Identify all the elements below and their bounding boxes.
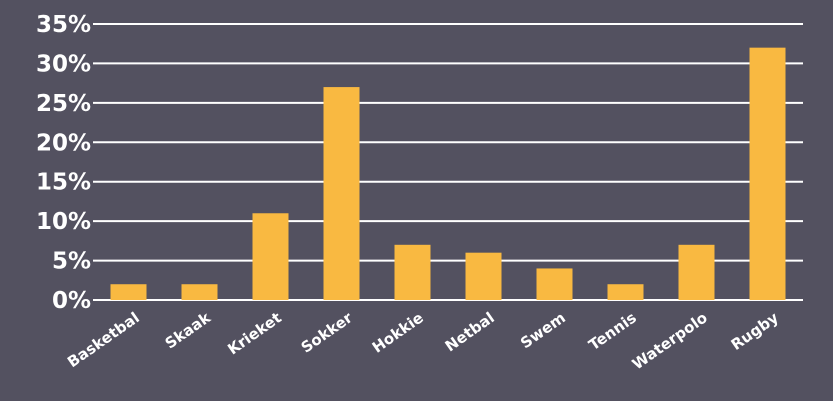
y-tick-label: 25% xyxy=(36,91,91,117)
bar-basketbal xyxy=(110,284,147,300)
y-tick-label: 30% xyxy=(36,51,91,77)
bar-tennis xyxy=(607,284,644,300)
x-category-label: Sokker xyxy=(298,308,357,356)
x-category-label: Hokkie xyxy=(369,309,427,357)
bars xyxy=(110,47,786,301)
x-category-label: Skaak xyxy=(162,308,215,353)
x-category-label: Rugby xyxy=(728,308,782,354)
bar-sokker xyxy=(323,87,360,300)
x-category-label: Waterpolo xyxy=(629,309,711,374)
bar-krieket xyxy=(252,213,289,300)
x-category-label: Tennis xyxy=(585,308,639,354)
x-category-label: Netbal xyxy=(442,309,498,356)
y-axis-tick-labels: 0% 5% 10% 15% 20% 25% 30% 35% xyxy=(36,12,91,314)
x-category-label: Swem xyxy=(517,309,569,353)
x-category-label: Basketbal xyxy=(64,309,143,372)
gridlines xyxy=(93,23,803,301)
y-tick-label: 20% xyxy=(36,130,91,156)
bar-waterpolo xyxy=(678,244,715,300)
x-category-label: Krieket xyxy=(224,309,285,359)
bar-skaak xyxy=(181,284,218,300)
bar-swem xyxy=(536,268,573,300)
y-tick-label: 10% xyxy=(36,209,91,235)
y-tick-label: 35% xyxy=(36,12,91,38)
y-tick-label: 0% xyxy=(52,288,91,314)
bar-hokkie xyxy=(394,244,431,300)
y-tick-label: 5% xyxy=(52,249,91,275)
y-tick-label: 15% xyxy=(36,170,91,196)
x-axis-category-labels: Basketbal Skaak Krieket Sokker Hokkie Netbal S… xyxy=(64,308,782,373)
bar-netbal xyxy=(465,252,502,300)
bar-rugby xyxy=(749,47,786,301)
